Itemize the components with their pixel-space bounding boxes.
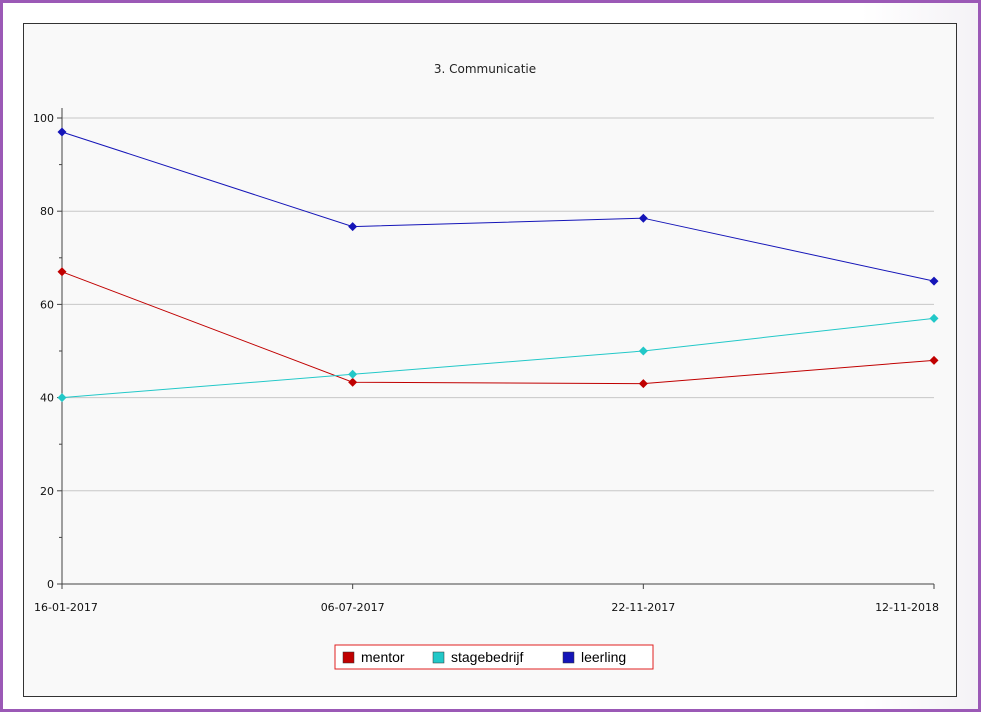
data-point-leerling xyxy=(638,213,648,223)
series-line-leerling xyxy=(61,131,935,282)
data-point-stagebedrijf xyxy=(929,313,939,323)
series-lines xyxy=(57,127,939,403)
y-tick-label: 20 xyxy=(40,485,54,498)
axes xyxy=(57,108,935,589)
data-point-stagebedrijf xyxy=(348,369,358,379)
data-point-mentor xyxy=(929,355,939,365)
series-mentor xyxy=(57,267,939,389)
data-point-mentor xyxy=(57,267,67,277)
data-point-stagebedrijf xyxy=(57,393,67,403)
y-tick-label: 80 xyxy=(40,205,54,218)
y-tick-label: 40 xyxy=(40,392,54,405)
data-point-leerling xyxy=(929,276,939,286)
data-point-stagebedrijf xyxy=(638,346,648,356)
x-tick-labels: 16-01-2017 06-07-2017 22-11-2017 12-11-2018 xyxy=(34,601,939,614)
y-tick-label: 60 xyxy=(40,298,54,311)
legend-swatch xyxy=(342,651,355,664)
legend-swatch xyxy=(432,651,445,664)
legend-swatch xyxy=(562,651,575,664)
gridlines xyxy=(62,117,934,492)
legend-item-stagebedrijf: stagebedrijf xyxy=(432,649,523,665)
data-point-leerling xyxy=(348,222,358,232)
legend-item-leerling: leerling xyxy=(562,649,626,665)
series-stagebedrijf xyxy=(57,313,939,403)
legend: mentor stagebedrijf leerling xyxy=(334,644,654,670)
y-tick-label: 0 xyxy=(47,578,54,591)
chart-title: 3. Communicatie xyxy=(434,62,536,76)
legend-label: stagebedrijf xyxy=(451,649,523,665)
x-tick-label: 06-07-2017 xyxy=(321,601,385,614)
data-point-mentor xyxy=(638,379,648,389)
series-leerling xyxy=(57,127,939,286)
x-tick-label: 16-01-2017 xyxy=(34,601,98,614)
y-tick-label: 100 xyxy=(33,112,54,125)
series-line-mentor xyxy=(61,271,935,385)
legend-box xyxy=(334,644,654,670)
x-tick-label: 12-11-2018 xyxy=(875,601,939,614)
legend-label: leerling xyxy=(581,649,626,665)
data-point-mentor xyxy=(348,377,358,387)
x-tick-label: 22-11-2017 xyxy=(611,601,675,614)
series-line-stagebedrijf xyxy=(61,317,935,399)
chart-panel xyxy=(23,23,957,697)
data-point-leerling xyxy=(57,127,67,137)
legend-label: mentor xyxy=(361,649,405,665)
legend-item-mentor: mentor xyxy=(342,649,405,665)
y-tick-labels: 0 20 40 60 80 100 xyxy=(33,112,54,591)
